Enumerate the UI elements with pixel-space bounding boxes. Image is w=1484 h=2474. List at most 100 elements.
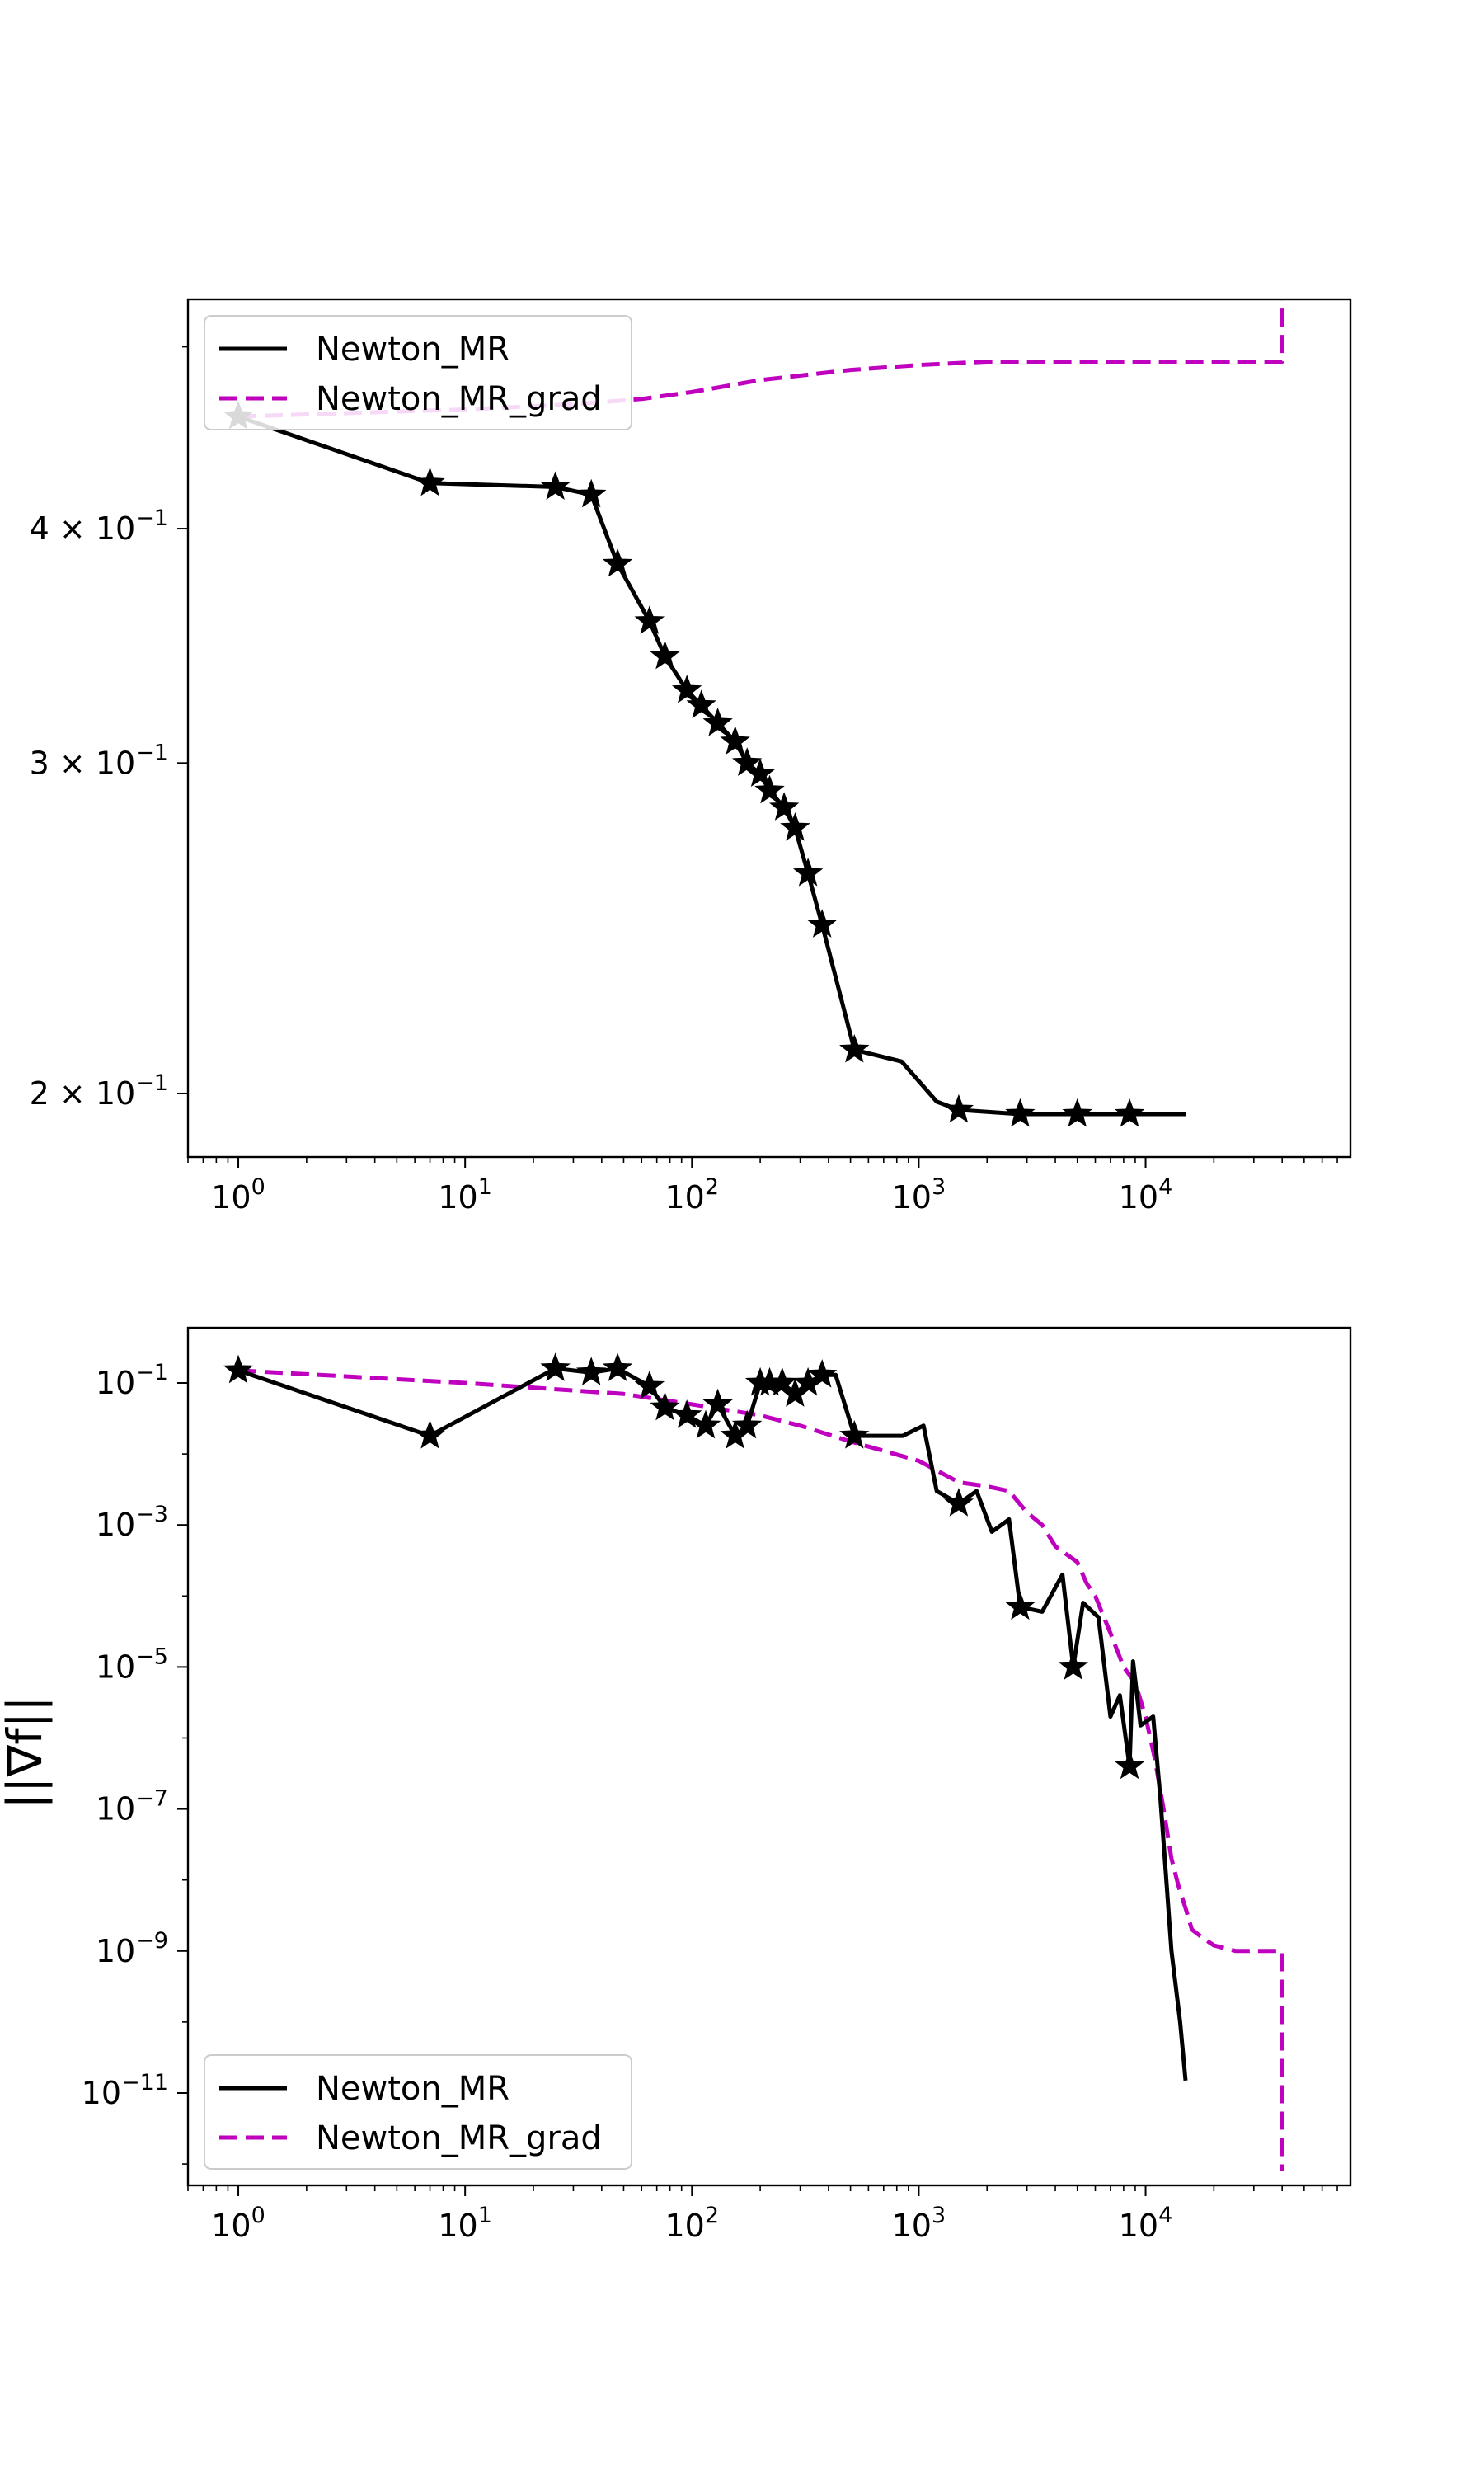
- x-tick-label: 100: [211, 2203, 265, 2244]
- marker-newton-mr: [806, 909, 838, 938]
- marker-newton-mr: [702, 1388, 733, 1418]
- y-tick-label-exponent: −1: [135, 740, 168, 765]
- x-tick-label-base: 10: [211, 2208, 251, 2244]
- x-tick-label-exponent: 3: [932, 2203, 946, 2228]
- y-tick-label: 3 × 10−1: [30, 740, 168, 781]
- marker-newton-mr: [1005, 1591, 1036, 1620]
- marker-newton-mr: [792, 858, 824, 887]
- marker-newton-mr: [1005, 1098, 1036, 1127]
- marker-newton-mr: [754, 774, 785, 804]
- bottom-y-axis-label: ||∇f||: [0, 1696, 53, 1808]
- marker-newton-mr: [839, 1033, 870, 1063]
- y-tick-label: 10−3: [96, 1502, 168, 1543]
- x-tick-label: 101: [438, 2203, 492, 2244]
- marker-newton-mr: [806, 1359, 838, 1388]
- marker-newton-mr: [415, 467, 445, 496]
- marker-newton-mr: [1058, 1651, 1089, 1680]
- marker-newton-mr: [671, 1399, 702, 1428]
- marker-newton-mr: [768, 792, 800, 821]
- x-tick-label-exponent: 4: [1158, 2203, 1172, 2228]
- marker-newton-mr: [720, 726, 750, 755]
- top-axes-frame: [186, 298, 1352, 1159]
- x-tick-label: 102: [665, 1174, 720, 1216]
- bottom-legend: Newton_MR Newton_MR_grad: [204, 2054, 632, 2170]
- marker-newton-mr: [602, 1352, 633, 1381]
- marker-newton-mr: [686, 689, 716, 718]
- marker-newton-mr: [731, 1409, 763, 1439]
- legend-label-newton-mr: Newton_MR: [316, 331, 510, 369]
- x-tick-label-base: 10: [892, 2208, 932, 2244]
- y-tick-label-exponent: −11: [121, 2070, 168, 2095]
- y-tick-label: 10−9: [96, 1928, 168, 1969]
- x-tick-label-base: 10: [1119, 1179, 1158, 1216]
- top-legend: Newton_MR Newton_MR_grad: [204, 315, 632, 430]
- x-tick-label-exponent: 1: [478, 2203, 492, 2228]
- marker-newton-mr: [731, 747, 763, 776]
- y-tick-label-exponent: −1: [135, 1360, 168, 1385]
- y-tick-label-exponent: −5: [135, 1644, 168, 1669]
- marker-newton-mr: [602, 548, 633, 577]
- y-tick-label: 4 × 10−1: [30, 506, 168, 547]
- x-tick-label-exponent: 0: [251, 2203, 265, 2228]
- x-tick-label-base: 10: [211, 1179, 251, 1216]
- bottom-panel: 100 101 102 103 10410−1110−910−710−510−310−1…: [0, 1326, 1352, 2244]
- x-tick-label: 104: [1119, 1174, 1173, 1216]
- x-tick-label-base: 10: [438, 2208, 477, 2244]
- marker-newton-mr: [1114, 1098, 1145, 1127]
- legend-box: [204, 315, 632, 430]
- marker-newton-mr: [671, 675, 702, 703]
- marker-newton-mr: [223, 1354, 254, 1384]
- marker-newton-mr: [767, 1366, 797, 1396]
- x-tick-label-base: 10: [665, 2208, 705, 2244]
- marker-newton-mr: [943, 1488, 974, 1517]
- legend-label-newton-mr-grad: Newton_MR_grad: [316, 380, 602, 418]
- marker-newton-mr: [634, 605, 665, 634]
- y-tick-label: 10−7: [96, 1786, 168, 1827]
- x-tick-label-exponent: 3: [932, 1174, 946, 1200]
- y-tick-label-base: 10: [82, 2075, 121, 2111]
- legend-label-newton-mr: Newton_MR: [316, 2070, 510, 2108]
- legend-box: [204, 2054, 632, 2170]
- x-tick-label-base: 10: [665, 1179, 705, 1216]
- marker-newton-mr: [650, 1391, 680, 1421]
- y-tick-label-mantissa: 4: [30, 510, 59, 547]
- x-tick-label-base: 10: [438, 1179, 477, 1216]
- y-tick-label-exponent: −9: [135, 1928, 168, 1954]
- marker-newton-mr: [744, 758, 776, 788]
- y-tick-label-exponent: −1: [135, 1070, 168, 1096]
- x-tick-label-base: 10: [1119, 2208, 1158, 2244]
- x-tick-label-base: 10: [892, 1179, 932, 1216]
- x-tick-label-exponent: 0: [251, 1174, 265, 1200]
- marker-newton-mr: [780, 811, 810, 841]
- marker-newton-mr: [943, 1094, 974, 1123]
- y-tick-label: 10−1: [96, 1360, 168, 1401]
- y-tick-label-base: × 10: [59, 1075, 135, 1112]
- y-tick-label-base: 10: [96, 1365, 135, 1401]
- x-tick-label-exponent: 2: [705, 1174, 719, 1200]
- x-tick-label-exponent: 2: [705, 2203, 719, 2228]
- y-tick-label-exponent: −1: [135, 506, 168, 531]
- marker-newton-mr: [575, 1357, 607, 1385]
- marker-newton-mr: [690, 1409, 721, 1439]
- y-tick-label-base: 10: [96, 1507, 135, 1543]
- marker-newton-mr: [575, 478, 607, 508]
- y-tick-label-exponent: −7: [135, 1786, 168, 1812]
- x-tick-label: 104: [1119, 2203, 1173, 2244]
- y-tick-label-base: 10: [96, 1649, 135, 1685]
- x-tick-label: 103: [892, 1174, 946, 1216]
- x-tick-label: 103: [892, 2203, 946, 2244]
- marker-newton-mr: [415, 1419, 445, 1449]
- y-tick-label-exponent: −3: [135, 1502, 168, 1527]
- y-tick-label-base: 10: [96, 1791, 135, 1827]
- x-tick-label-exponent: 1: [478, 1174, 492, 1200]
- marker-newton-mr: [540, 1352, 571, 1381]
- y-tick-label: 10−11: [82, 2070, 168, 2111]
- legend-label-newton-mr-grad: Newton_MR_grad: [316, 2119, 602, 2157]
- series-line-newton-mr-grad: [237, 1368, 1284, 2171]
- bottom-axes-frame: [186, 1326, 1352, 2187]
- x-tick-label: 101: [438, 1174, 492, 1216]
- marker-newton-mr: [702, 707, 733, 736]
